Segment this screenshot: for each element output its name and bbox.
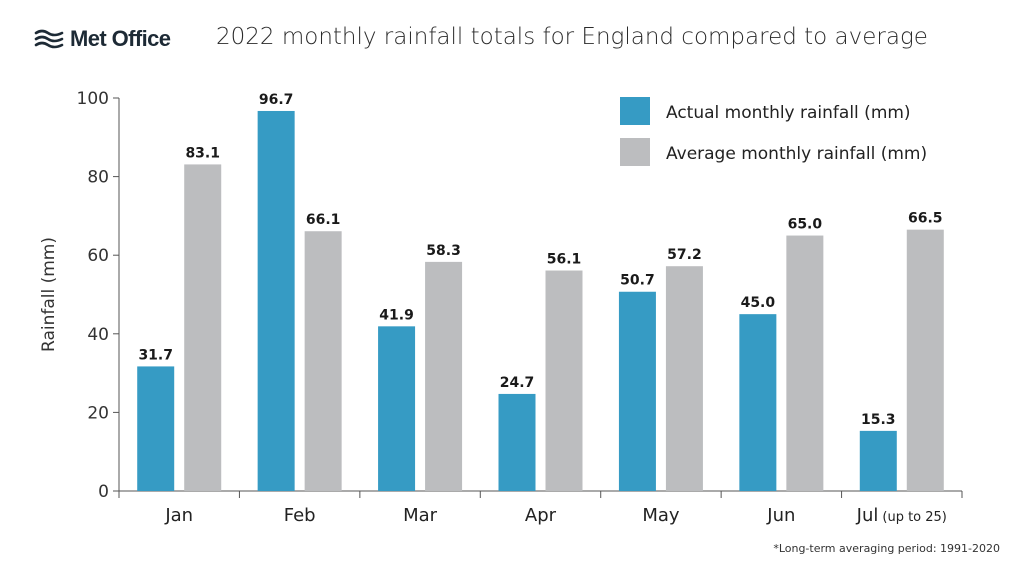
- bar-average: [304, 231, 342, 492]
- x-tick-label: Jan: [164, 505, 193, 526]
- data-label: 50.7: [620, 273, 655, 289]
- data-label: 96.7: [259, 92, 294, 108]
- data-label: 66.1: [306, 212, 341, 228]
- legend-swatch: [620, 97, 650, 125]
- bar-actual: [859, 430, 897, 491]
- legend-label: Actual monthly rainfall (mm): [666, 103, 911, 123]
- header: Met Office 2022 monthly rainfall totals …: [34, 20, 994, 64]
- bar-actual: [257, 110, 295, 492]
- x-tick-label: Jun: [766, 505, 795, 526]
- bar-average: [425, 261, 463, 491]
- data-label: 57.2: [667, 247, 702, 263]
- data-label: 66.5: [908, 211, 943, 227]
- bar-actual: [498, 393, 536, 491]
- bar-actual: [137, 366, 175, 491]
- y-axis-label: Rainfall (mm): [39, 237, 59, 352]
- bar-actual: [378, 326, 416, 491]
- data-label: 24.7: [500, 375, 535, 391]
- x-tick-label: May: [642, 505, 680, 526]
- met-office-logo: Met Office: [34, 26, 171, 52]
- legend-label: Average monthly rainfall (mm): [666, 144, 927, 164]
- x-tick-label: Feb: [284, 505, 316, 526]
- data-label: 83.1: [185, 145, 220, 161]
- data-label: 41.9: [379, 307, 414, 323]
- met-office-wave-icon: [34, 29, 64, 49]
- data-label: 65.0: [788, 217, 823, 233]
- y-tick-label: 0: [98, 482, 109, 502]
- data-label: 15.3: [861, 412, 896, 428]
- chart-title: 2022 monthly rainfall totals for England…: [216, 24, 928, 50]
- y-tick-label: 80: [87, 168, 109, 188]
- bar-average: [184, 164, 222, 492]
- y-tick-label: 20: [87, 403, 109, 423]
- x-tick-label: Jul (up to 25): [856, 505, 947, 526]
- data-label: 56.1: [547, 252, 582, 268]
- bar-actual: [618, 291, 656, 491]
- logo-text: Met Office: [70, 26, 171, 51]
- bar-average: [545, 270, 583, 491]
- bar-average: [786, 235, 824, 491]
- y-tick-label: 40: [87, 325, 109, 345]
- y-tick-label: 100: [77, 89, 109, 109]
- bar-average: [665, 266, 703, 491]
- data-label: 58.3: [426, 243, 461, 259]
- legend-swatch: [620, 138, 650, 166]
- y-tick-label: 60: [87, 246, 109, 266]
- footnote: *Long-term averaging period: 1991-2020: [773, 542, 1000, 555]
- data-label: 31.7: [138, 347, 173, 363]
- data-label: 45.0: [741, 295, 776, 311]
- bar-actual: [739, 314, 777, 491]
- bar-average: [906, 229, 944, 491]
- x-tick-label: Apr: [525, 505, 557, 526]
- x-tick-label: Mar: [403, 505, 438, 526]
